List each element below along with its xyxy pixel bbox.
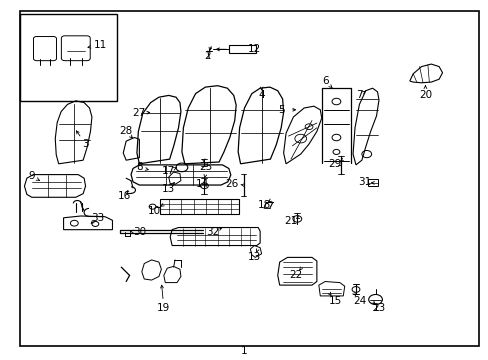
Text: 3: 3: [82, 139, 89, 149]
Bar: [367, 179, 378, 186]
Text: 15: 15: [327, 296, 341, 306]
Text: 33: 33: [91, 213, 104, 223]
Text: 7: 7: [355, 90, 362, 100]
Text: 11: 11: [93, 40, 107, 50]
Text: 16: 16: [118, 191, 131, 201]
Text: 24: 24: [352, 296, 366, 306]
Text: 25: 25: [198, 162, 212, 172]
Text: 27: 27: [132, 108, 146, 118]
Text: 9: 9: [28, 171, 35, 181]
Text: 17: 17: [162, 166, 175, 176]
Text: 10: 10: [147, 206, 160, 216]
Text: 22: 22: [288, 270, 302, 280]
Text: 29: 29: [327, 159, 341, 169]
Bar: [228, 45, 255, 53]
Text: 5: 5: [277, 105, 284, 115]
Text: 18: 18: [257, 200, 270, 210]
Text: 6: 6: [321, 76, 328, 86]
Text: 4: 4: [258, 90, 264, 100]
Text: 26: 26: [225, 179, 239, 189]
Text: 23: 23: [371, 303, 385, 313]
Text: 13: 13: [162, 184, 175, 194]
Text: 32: 32: [205, 227, 219, 237]
Text: 13: 13: [247, 252, 261, 262]
Text: 2: 2: [204, 51, 211, 61]
Text: 14: 14: [196, 179, 209, 189]
Text: 30: 30: [133, 227, 145, 237]
Text: 8: 8: [136, 162, 142, 172]
Text: 12: 12: [247, 44, 261, 54]
Text: 1: 1: [241, 346, 247, 356]
Bar: [20, 14, 117, 101]
Text: 21: 21: [284, 216, 297, 226]
Text: 20: 20: [418, 90, 431, 100]
Text: 19: 19: [157, 303, 170, 313]
Text: 28: 28: [119, 126, 133, 136]
Text: 31: 31: [357, 177, 370, 187]
